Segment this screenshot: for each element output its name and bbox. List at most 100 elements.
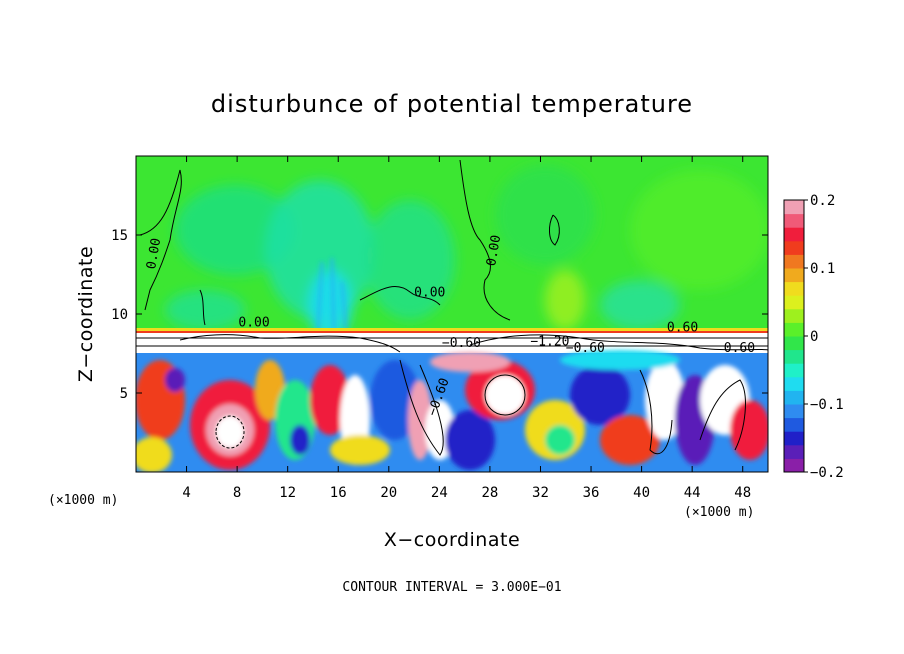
upper-cool-region xyxy=(600,280,680,330)
inversion-band xyxy=(136,328,768,353)
upper-cool-region xyxy=(165,290,245,330)
colorbar-swatch xyxy=(784,363,804,378)
eddy xyxy=(570,365,630,425)
x-tick-label: 40 xyxy=(633,485,650,501)
lower-field xyxy=(136,350,768,472)
x-tick-label: 44 xyxy=(684,485,701,501)
eddy xyxy=(600,415,660,465)
upper-plume xyxy=(340,281,348,331)
upper-warm-region xyxy=(630,170,768,290)
contour-label: 0.00 xyxy=(414,286,445,301)
contour-line xyxy=(459,159,511,321)
eddy xyxy=(370,360,420,440)
eddy xyxy=(445,410,495,470)
colorbar-swatch xyxy=(784,444,804,459)
contour-line xyxy=(639,369,673,455)
colorbar-swatch xyxy=(784,458,804,473)
eddy xyxy=(730,400,768,460)
upper-cool-region xyxy=(175,185,295,275)
x-tick-label: 28 xyxy=(481,485,498,501)
chart-title: disturbunce of potential temperature xyxy=(211,90,693,118)
contour-line xyxy=(215,415,245,449)
colorbar-swatch xyxy=(784,308,804,323)
colorbar-swatch xyxy=(784,322,804,337)
contour-line xyxy=(484,374,526,416)
eddy xyxy=(485,375,525,415)
contour-lines xyxy=(139,159,768,456)
eddy xyxy=(310,365,350,435)
x-tick-label: 32 xyxy=(532,485,549,501)
colorbar-tick-label: −0.1 xyxy=(810,397,844,413)
colorbar-swatch xyxy=(784,281,804,296)
eddy xyxy=(545,425,575,455)
contour-line xyxy=(549,214,560,246)
colorbar-swatch xyxy=(784,240,804,255)
x-tick-label: 12 xyxy=(279,485,296,501)
contour-label: −1.20 xyxy=(530,335,569,350)
x-tick-label: 16 xyxy=(330,485,347,501)
contour-label: 0.00 xyxy=(238,316,269,331)
contour-label: 0.60 xyxy=(667,320,698,335)
upper-cool-region xyxy=(495,165,595,265)
contour-label: −0.60 xyxy=(566,341,605,356)
colorbar-swatch xyxy=(784,268,804,283)
eddy xyxy=(136,437,172,472)
contour-label: −0.60 xyxy=(442,336,481,351)
colorbar-swatch xyxy=(784,227,804,242)
colorbar-tick-label: 0.1 xyxy=(810,261,835,277)
colorbar-swatch xyxy=(784,417,804,432)
contour-line xyxy=(199,289,206,326)
colorbar-swatch xyxy=(784,390,804,405)
y-tick-label: 15 xyxy=(111,228,128,244)
plot-area: 0.000.000.000.00−0.60 −1.20−0.600.600.60−… xyxy=(136,156,768,472)
eddy xyxy=(165,368,185,392)
x-axis-label: X−coordinate xyxy=(384,529,520,551)
y-axis-label: Z−coordinate xyxy=(75,246,97,382)
y-tick-label: 10 xyxy=(111,307,128,323)
y-tick-label: 5 xyxy=(120,386,128,402)
contour-interval-note: CONTOUR INTERVAL = 3.000E−01 xyxy=(342,580,561,595)
upper-plume xyxy=(330,257,336,331)
x-tick-label: 36 xyxy=(583,485,600,501)
x-tick-label: 8 xyxy=(233,485,241,501)
x-axis: 4 8 12 16 20 24 28 32 36 40 44 48 xyxy=(182,156,751,501)
contour-label: 0.60 xyxy=(724,341,755,356)
colorbar-swatch xyxy=(784,200,804,215)
colorbar-tick-label: 0.2 xyxy=(810,193,835,209)
colorbar-swatch xyxy=(784,295,804,310)
contour-labels: 0.000.000.000.00−0.60 −1.20−0.600.600.60−… xyxy=(144,234,755,418)
contour-line xyxy=(399,359,444,456)
x-tick-label: 4 xyxy=(182,485,190,501)
x-tick-label: 20 xyxy=(380,485,397,501)
colorbar: 0.2 0.1 0 −0.1 −0.2 xyxy=(783,193,844,481)
eddy xyxy=(430,352,510,372)
upper-plume xyxy=(316,261,324,331)
upper-field xyxy=(136,156,768,340)
colorbar-swatch xyxy=(784,404,804,419)
eddy xyxy=(560,350,680,370)
x-tick-label: 24 xyxy=(431,485,448,501)
x-tick-label: 48 xyxy=(734,485,751,501)
eddy xyxy=(330,435,390,465)
colorbar-tick-label: −0.2 xyxy=(810,465,844,481)
x-unit-left: (×1000 m) xyxy=(48,493,118,508)
colorbar-swatch xyxy=(784,254,804,269)
upper-warm-region xyxy=(545,270,585,330)
upper-cool-region xyxy=(365,200,455,320)
colorbar-swatch xyxy=(784,336,804,351)
x-unit-right: (×1000 m) xyxy=(684,505,754,520)
contour-label: 0.00 xyxy=(484,234,504,267)
colorbar-swatch xyxy=(784,349,804,364)
contour-line xyxy=(179,334,401,353)
contour-label: 0.00 xyxy=(144,237,164,270)
contour-line xyxy=(139,169,182,311)
eddy xyxy=(290,425,310,455)
eddy xyxy=(216,416,244,448)
contour-line xyxy=(699,379,746,451)
colorbar-tick-label: 0 xyxy=(810,329,818,345)
colorbar-swatch xyxy=(784,213,804,228)
colorbar-swatch xyxy=(784,431,804,446)
colorbar-swatch xyxy=(784,376,804,391)
contour-line xyxy=(359,286,441,306)
